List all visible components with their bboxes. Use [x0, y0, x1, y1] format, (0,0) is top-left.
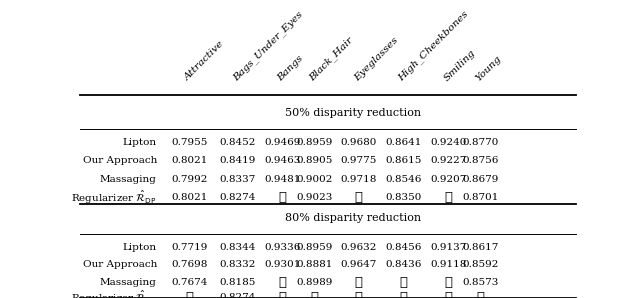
Text: 0.9301: 0.9301: [264, 260, 301, 269]
Text: 0.7674: 0.7674: [171, 278, 207, 287]
Text: ✗: ✗: [399, 276, 408, 289]
Text: 50% disparity reduction: 50% disparity reduction: [285, 108, 421, 118]
Text: 0.8419: 0.8419: [220, 156, 256, 165]
Text: Massaging: Massaging: [100, 175, 157, 184]
Text: 0.7698: 0.7698: [171, 260, 207, 269]
Text: 0.9775: 0.9775: [340, 156, 377, 165]
Text: ✗: ✗: [476, 291, 484, 298]
Text: 0.9002: 0.9002: [296, 175, 332, 184]
Text: 80% disparity reduction: 80% disparity reduction: [285, 213, 421, 223]
Text: Bags_Under_Eyes: Bags_Under_Eyes: [231, 9, 305, 83]
Text: ✗: ✗: [278, 291, 286, 298]
Text: Lipton: Lipton: [123, 243, 157, 252]
Text: 0.9207: 0.9207: [430, 175, 467, 184]
Text: 0.8456: 0.8456: [385, 243, 422, 252]
Text: ✗: ✗: [310, 291, 318, 298]
Text: 0.8546: 0.8546: [385, 175, 422, 184]
Text: ✗: ✗: [445, 276, 452, 289]
Text: Eyeglasses: Eyeglasses: [353, 35, 400, 83]
Text: 0.8452: 0.8452: [220, 138, 256, 147]
Text: 0.8959: 0.8959: [296, 243, 332, 252]
Text: 0.9647: 0.9647: [340, 260, 377, 269]
Text: 0.9137: 0.9137: [430, 243, 467, 252]
Text: 0.9680: 0.9680: [340, 138, 377, 147]
Text: 0.8989: 0.8989: [296, 278, 332, 287]
Text: 0.8573: 0.8573: [462, 278, 499, 287]
Text: 0.9118: 0.9118: [430, 260, 467, 269]
Text: 0.8615: 0.8615: [385, 156, 422, 165]
Text: Our Approach: Our Approach: [83, 156, 157, 165]
Text: 0.9718: 0.9718: [340, 175, 377, 184]
Text: 0.8021: 0.8021: [171, 193, 207, 202]
Text: ✗: ✗: [355, 291, 363, 298]
Text: Attractive: Attractive: [183, 40, 226, 83]
Text: 0.8350: 0.8350: [385, 193, 422, 202]
Text: 0.7719: 0.7719: [171, 243, 207, 252]
Text: 0.9023: 0.9023: [296, 193, 332, 202]
Text: 0.9336: 0.9336: [264, 243, 301, 252]
Text: Regularizer $\hat{\mathcal{R}}_{\mathrm{DP}}$: Regularizer $\hat{\mathcal{R}}_{\mathrm{…: [71, 289, 157, 298]
Text: 0.7955: 0.7955: [171, 138, 207, 147]
Text: 0.8436: 0.8436: [385, 260, 422, 269]
Text: 0.8274: 0.8274: [220, 293, 256, 298]
Text: 0.9463: 0.9463: [264, 156, 301, 165]
Text: ✗: ✗: [445, 191, 452, 204]
Text: 0.8701: 0.8701: [462, 193, 499, 202]
Text: 0.8641: 0.8641: [385, 138, 422, 147]
Text: 0.8617: 0.8617: [462, 243, 499, 252]
Text: Smiling: Smiling: [442, 48, 477, 83]
Text: 0.9469: 0.9469: [264, 138, 301, 147]
Text: Massaging: Massaging: [100, 278, 157, 287]
Text: Young: Young: [474, 54, 503, 83]
Text: 0.8337: 0.8337: [220, 175, 256, 184]
Text: 0.8905: 0.8905: [296, 156, 332, 165]
Text: 0.8959: 0.8959: [296, 138, 332, 147]
Text: 0.9632: 0.9632: [340, 243, 377, 252]
Text: ✗: ✗: [278, 191, 286, 204]
Text: 0.9227: 0.9227: [430, 156, 467, 165]
Text: Bangs: Bangs: [276, 54, 305, 83]
Text: High_Cheekbones: High_Cheekbones: [397, 9, 470, 83]
Text: 0.7992: 0.7992: [171, 175, 207, 184]
Text: 0.9240: 0.9240: [430, 138, 467, 147]
Text: Black_Hair: Black_Hair: [307, 35, 355, 83]
Text: ✗: ✗: [355, 276, 363, 289]
Text: 0.8021: 0.8021: [171, 156, 207, 165]
Text: Lipton: Lipton: [123, 138, 157, 147]
Text: 0.8332: 0.8332: [220, 260, 256, 269]
Text: 0.8679: 0.8679: [462, 175, 499, 184]
Text: ✗: ✗: [445, 291, 452, 298]
Text: 0.9481: 0.9481: [264, 175, 301, 184]
Text: 0.8185: 0.8185: [220, 278, 256, 287]
Text: 0.8770: 0.8770: [462, 138, 499, 147]
Text: Regularizer $\hat{\mathcal{R}}_{\mathrm{DP}}$: Regularizer $\hat{\mathcal{R}}_{\mathrm{…: [71, 189, 157, 206]
Text: 0.8881: 0.8881: [296, 260, 332, 269]
Text: Our Approach: Our Approach: [83, 260, 157, 269]
Text: 0.8344: 0.8344: [220, 243, 256, 252]
Text: ✗: ✗: [278, 276, 286, 289]
Text: ✗: ✗: [355, 191, 363, 204]
Text: 0.8592: 0.8592: [462, 260, 499, 269]
Text: 0.8274: 0.8274: [220, 193, 256, 202]
Text: ✗: ✗: [185, 291, 193, 298]
Text: 0.8756: 0.8756: [462, 156, 499, 165]
Text: ✗: ✗: [399, 291, 408, 298]
